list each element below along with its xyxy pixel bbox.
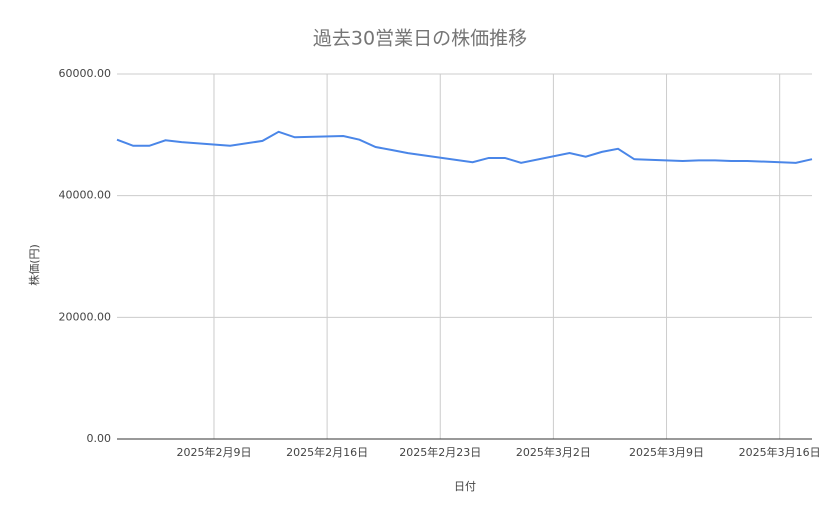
x-tick-label: 2025年3月2日 (516, 445, 591, 459)
y-tick-label: 0.00 (87, 432, 112, 445)
x-tick-label: 2025年3月9日 (629, 445, 704, 459)
line (116, 130, 813, 164)
chart-title: 過去30営業日の株価推移 (313, 28, 527, 50)
x-tick-label: 2025年2月16日 (286, 445, 368, 459)
x-tick-label: 2025年2月23日 (399, 445, 481, 459)
x-tick-label: 2025年3月16日 (739, 445, 821, 459)
x-tick-label: 2025年2月9日 (176, 445, 251, 459)
y-axis-title: 株価(円) (27, 244, 41, 286)
y-tick-label: 40000.00 (59, 189, 112, 202)
x-axis-title: 日付 (454, 480, 476, 493)
y-tick-label: 20000.00 (59, 310, 112, 323)
y-tick-label: 60000.00 (59, 67, 112, 80)
